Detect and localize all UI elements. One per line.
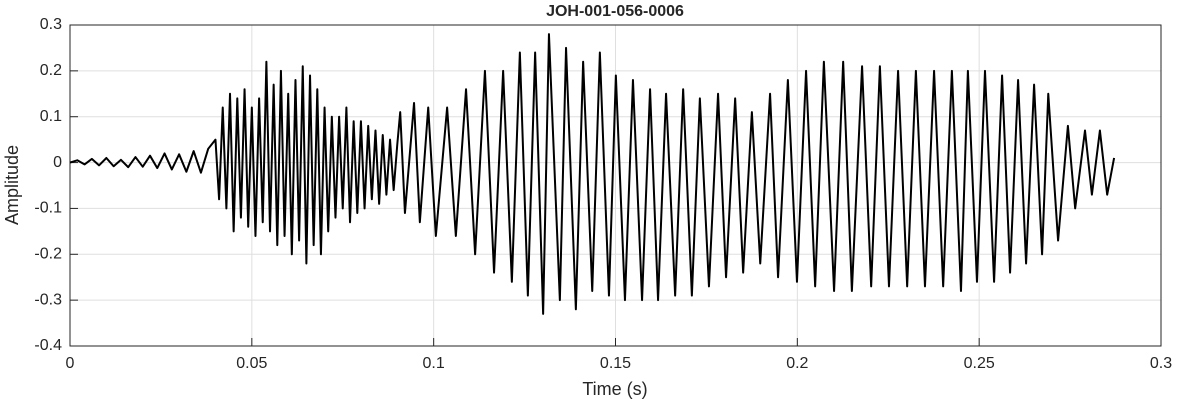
x-axis-label: Time (s) — [582, 379, 647, 399]
y-tick-label: 0.1 — [40, 108, 62, 125]
x-tick-label: 0.3 — [1150, 355, 1172, 372]
y-tick-label: -0.2 — [34, 246, 62, 263]
x-tick-label: 0.15 — [600, 355, 631, 372]
y-tick-label: -0.1 — [34, 200, 62, 217]
x-tick-label: 0.2 — [786, 355, 808, 372]
x-tick-label: 0 — [66, 355, 75, 372]
x-tick-label: 0.05 — [236, 355, 267, 372]
y-tick-label: 0.2 — [40, 62, 62, 79]
plot-frame — [69, 24, 1162, 347]
y-tick-label: -0.4 — [34, 337, 62, 354]
chart-title: JOH-001-056-0006 — [546, 3, 684, 20]
waveform-line — [69, 33, 1116, 315]
x-tick-label: 0.1 — [423, 355, 445, 372]
y-tick-label: -0.3 — [34, 291, 62, 308]
x-tick-label: 0.25 — [964, 355, 995, 372]
y-tick-label: 0 — [53, 154, 62, 171]
y-tick-label: 0.3 — [40, 16, 62, 33]
y-axis-label: Amplitude — [2, 145, 22, 225]
